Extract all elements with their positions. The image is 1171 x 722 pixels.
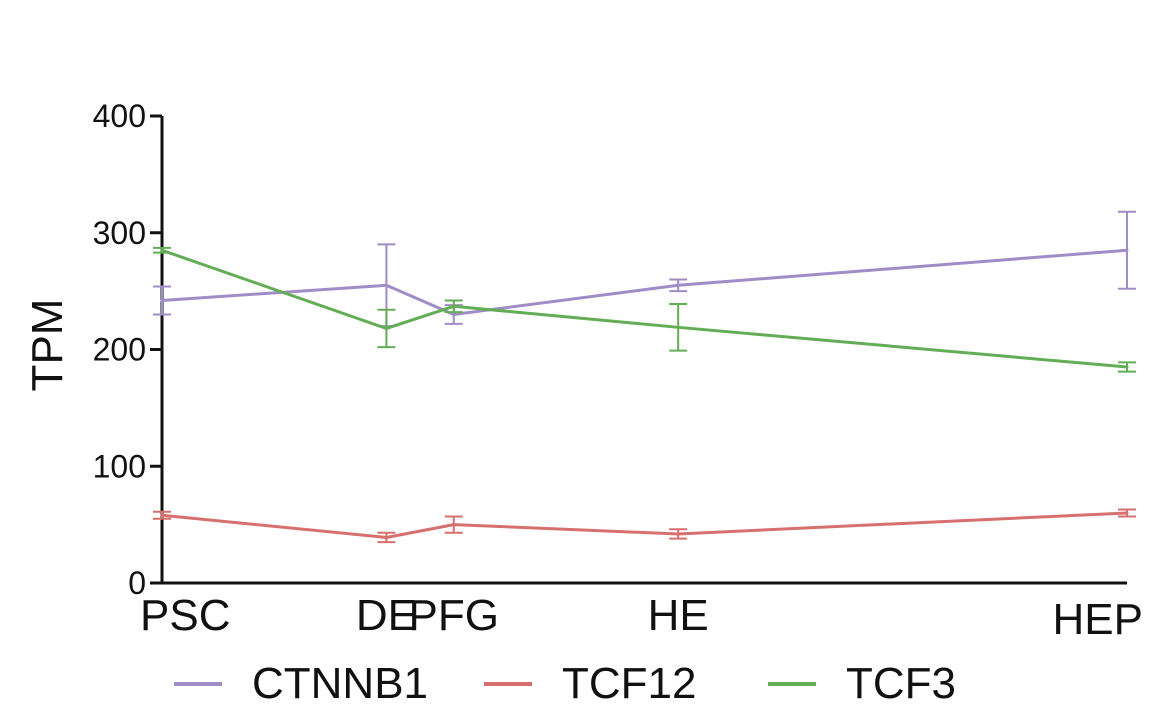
error-bar (444, 299, 463, 314)
x-tick-label: PFG (409, 591, 499, 640)
data-point (676, 283, 680, 287)
error-bar (153, 285, 171, 316)
x-tick-label: HEP (1053, 595, 1143, 644)
legend-label: TCF12 (562, 659, 696, 708)
series-ctnnb1 (153, 210, 1136, 328)
x-tick-label: HE (648, 591, 709, 640)
data-point (160, 298, 164, 302)
x-tick-label: DE (356, 591, 417, 640)
data-point (1125, 511, 1129, 515)
error-bar (153, 246, 171, 254)
error-bar (1118, 508, 1136, 518)
data-point (384, 283, 388, 287)
error-bar (1118, 361, 1136, 373)
series-layer (153, 210, 1136, 544)
series-line (161, 248, 1128, 369)
error-bar (1118, 210, 1136, 290)
data-point (160, 248, 164, 252)
error-bar (669, 278, 688, 293)
y-tick-label: 100 (93, 448, 146, 484)
data-point (452, 523, 456, 527)
y-tick-label: 400 (93, 98, 146, 134)
series-tcf12 (153, 508, 1136, 544)
error-bar (377, 531, 396, 544)
legend-item-tcf12: TCF12 (484, 659, 696, 708)
legend-item-ctnnb1: CTNNB1 (174, 659, 428, 708)
legend-label: CTNNB1 (252, 659, 428, 708)
y-tick-label: 0 (128, 565, 146, 601)
y-axis-label: TPM (23, 299, 72, 392)
error-bar (669, 302, 688, 352)
data-point (676, 532, 680, 536)
x-tick-label: PSC (140, 591, 230, 640)
data-point (1125, 365, 1129, 369)
series-line (161, 511, 1128, 539)
series-tcf3 (153, 246, 1136, 373)
legend: CTNNB1 TCF12 TCF3 (174, 659, 956, 708)
data-point (384, 326, 388, 330)
data-point (452, 304, 456, 308)
y-tick-label: 300 (93, 215, 146, 251)
data-point (160, 513, 164, 517)
data-point (384, 535, 388, 539)
error-bar (377, 308, 396, 349)
data-point (676, 325, 680, 329)
legend-label: TCF3 (846, 659, 956, 708)
legend-item-tcf3: TCF3 (768, 659, 956, 708)
data-point (452, 312, 456, 316)
data-point (1125, 248, 1129, 252)
error-bar (444, 515, 463, 534)
series-line (161, 248, 1128, 316)
y-tick-label: 200 (93, 332, 146, 368)
error-bar (669, 528, 688, 540)
error-bar (153, 510, 171, 520)
